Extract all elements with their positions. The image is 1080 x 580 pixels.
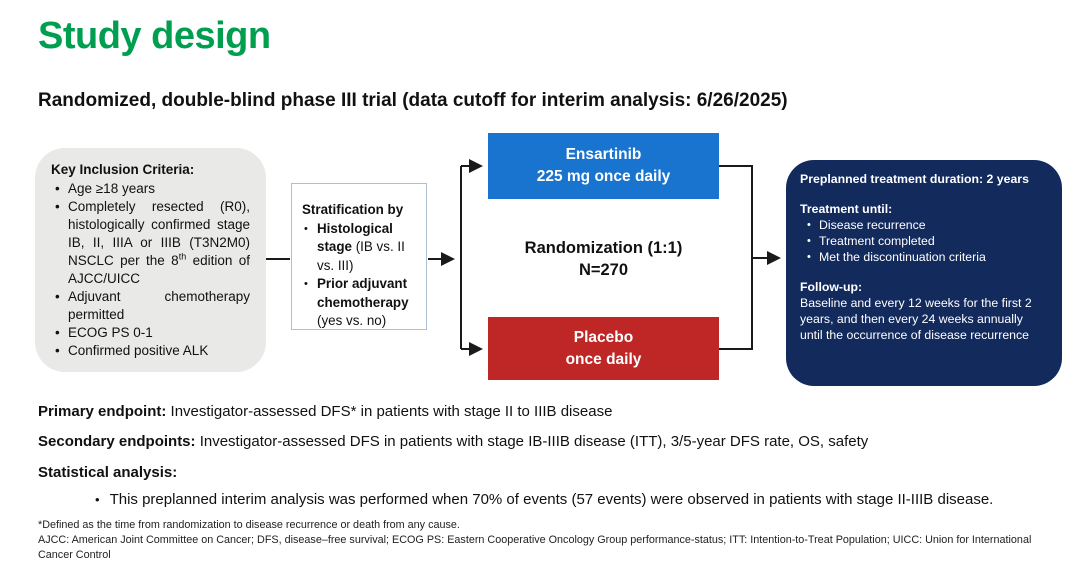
stratification-box: Stratification by Histological stage (IB…	[291, 183, 427, 330]
arm-dose: 225 mg once daily	[536, 168, 671, 185]
inclusion-title: Key Inclusion Criteria:	[51, 162, 195, 177]
secondary-endpoints-label: Secondary endpoints:	[38, 433, 196, 450]
list-item: Completely resected (R0), histologically…	[55, 198, 250, 288]
arm-dose: once daily	[565, 350, 642, 368]
resected-text-end: edition of AJCC/UICC	[68, 252, 250, 286]
treatment-until-list: Disease recurrence Treatment completed M…	[800, 218, 1048, 266]
resected-text: Completely resected (R0), histologically…	[68, 198, 250, 268]
arm-drug-name: Placebo	[573, 328, 634, 346]
list-item: Prior adjuvant chemotherapy (yes vs. no)	[304, 275, 420, 331]
inclusion-criteria-box: Key Inclusion Criteria: Age ≥18 years Co…	[35, 148, 266, 372]
stratum-label: Histological stage	[317, 220, 393, 255]
statistical-analysis-bullet: • This preplanned interim analysis was pe…	[95, 491, 993, 508]
treatment-until-title: Treatment until:	[800, 201, 893, 216]
list-item: Adjuvant chemotherapy permitted	[55, 288, 250, 324]
page-title: Study design	[38, 15, 271, 57]
placebo-arm-box: Placebo once daily	[488, 317, 719, 380]
randomization-n: N=270	[578, 261, 629, 280]
arm-drug-name: Ensartinib	[565, 146, 642, 164]
statistical-analysis-label: Statistical analysis:	[38, 464, 178, 481]
secondary-endpoints-text: Investigator-assessed DFS in patients wi…	[195, 433, 869, 450]
stratum-levels: (yes vs. no)	[317, 313, 387, 328]
ensartinib-arm-box: Ensartinib 225 mg once daily	[488, 133, 719, 199]
list-item: ECOG PS 0-1	[55, 324, 250, 342]
primary-endpoint-line: Primary endpoint: Investigator-assessed …	[38, 403, 612, 420]
ordinal-superscript: th	[178, 251, 187, 262]
list-item: Confirmed positive ALK	[55, 342, 250, 360]
list-item: Disease recurrence	[807, 218, 1048, 234]
stratification-list: Histological stage (IB vs. II vs. III) P…	[302, 220, 420, 331]
primary-endpoint-label: Primary endpoint:	[38, 403, 167, 420]
statistical-analysis-text: This preplanned interim analysis was per…	[109, 491, 994, 508]
footnotes: *Defined as the time from randomization …	[38, 518, 1050, 563]
footnote-abbreviations: AJCC: American Joint Committee on Cancer…	[38, 533, 1032, 561]
followup-title: Follow-up:	[800, 279, 863, 294]
randomization-label: Randomization (1:1) N=270	[488, 237, 719, 282]
list-item: Histological stage (IB vs. II vs. III)	[304, 220, 420, 276]
list-item: Age ≥18 years	[55, 180, 250, 198]
treatment-duration: Preplanned treatment duration: 2 years	[800, 172, 1029, 186]
spacer	[800, 266, 1048, 280]
primary-endpoint-text: Investigator-assessed DFS* in patients w…	[166, 403, 613, 420]
inclusion-list: Age ≥18 years Completely resected (R0), …	[51, 180, 250, 360]
list-item: Met the discontinuation criteria	[807, 250, 1048, 266]
stratum-levels: (IB vs. II vs. III)	[317, 239, 405, 273]
footnote-definition: *Defined as the time from randomization …	[38, 519, 460, 531]
bullet-icon: •	[95, 492, 100, 507]
statistical-analysis-line: Statistical analysis:	[38, 464, 177, 481]
spacer	[800, 188, 1048, 202]
followup-text: Baseline and every 12 weeks for the firs…	[800, 295, 1032, 342]
stratification-title: Stratification by	[302, 202, 404, 217]
stratum-label: Prior adjuvant chemotherapy	[317, 276, 409, 310]
secondary-endpoints-line: Secondary endpoints: Investigator-assess…	[38, 433, 868, 450]
list-item: Treatment completed	[807, 234, 1048, 250]
trial-subtitle: Randomized, double-blind phase III trial…	[38, 90, 788, 111]
randomization-ratio: Randomization (1:1)	[524, 239, 683, 257]
treatment-panel: Preplanned treatment duration: 2 years T…	[786, 160, 1062, 386]
